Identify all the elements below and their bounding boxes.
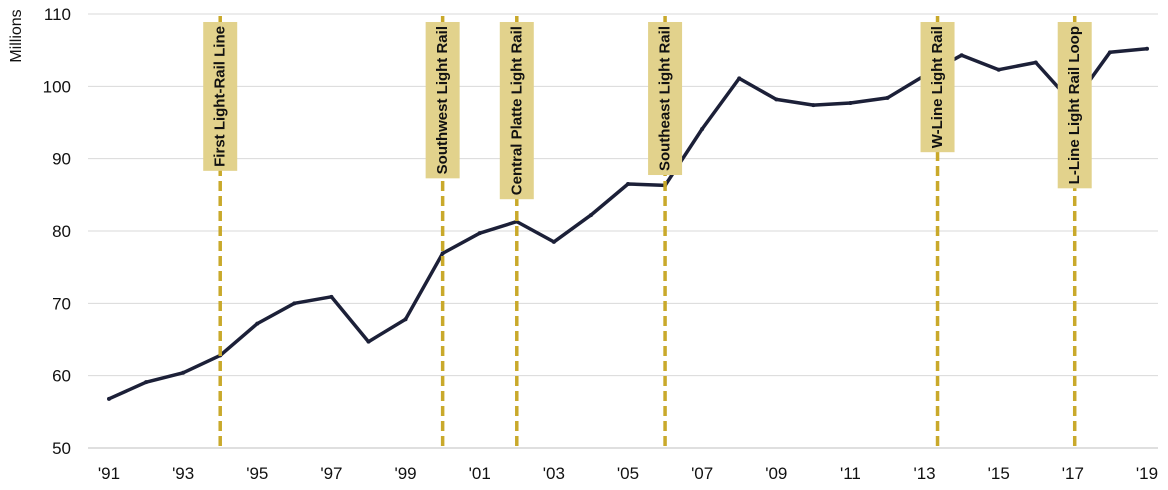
y-tick-label: 80 bbox=[52, 222, 71, 241]
data-point bbox=[144, 380, 149, 385]
annotation-label-bg bbox=[648, 22, 683, 176]
data-point bbox=[848, 100, 853, 105]
x-tick-label: '07 bbox=[691, 464, 713, 483]
data-point bbox=[1107, 50, 1112, 55]
x-tick-label: '91 bbox=[98, 464, 120, 483]
data-point bbox=[107, 396, 111, 401]
y-axis-label: Millions bbox=[8, 9, 25, 62]
x-tick-label: '05 bbox=[617, 464, 639, 483]
annotation-label: Central Platte Light Rail bbox=[508, 26, 525, 195]
annotation-label: Southeast Light Rail bbox=[657, 26, 674, 171]
x-tick-label: '01 bbox=[469, 464, 491, 483]
data-point bbox=[181, 370, 186, 375]
data-point bbox=[737, 76, 742, 81]
x-tick-label: '09 bbox=[765, 464, 787, 483]
data-point bbox=[700, 127, 705, 132]
data-point bbox=[774, 97, 779, 102]
data-point bbox=[811, 103, 816, 108]
x-tick-label: '17 bbox=[1062, 464, 1084, 483]
annotations: First Light-Rail Line Southwest Light Rai… bbox=[203, 16, 1092, 448]
annotation-label-bg bbox=[203, 22, 238, 171]
x-tick-label: '93 bbox=[172, 464, 194, 483]
data-point bbox=[1033, 60, 1038, 65]
data-point bbox=[551, 239, 556, 244]
annotation-marker: L-Line Light Rail Loop bbox=[1057, 16, 1092, 448]
annotation-marker: Central Platte Light Rail bbox=[499, 16, 534, 448]
y-tick-label: 110 bbox=[44, 5, 71, 24]
data-point bbox=[1145, 46, 1149, 51]
x-tick-label: '15 bbox=[988, 464, 1010, 483]
data-point bbox=[626, 181, 630, 186]
series-layer bbox=[107, 46, 1149, 401]
annotation-marker: First Light-Rail Line bbox=[203, 16, 238, 448]
annotation-marker: W-Line Light Rail bbox=[920, 16, 955, 448]
x-tick-label: '97 bbox=[320, 464, 342, 483]
x-tick-label: '13 bbox=[913, 464, 935, 483]
data-point bbox=[996, 67, 1001, 72]
x-tick-label: '11 bbox=[840, 464, 861, 483]
annotation-marker: Southeast Light Rail bbox=[648, 16, 683, 448]
data-point bbox=[885, 95, 890, 100]
y-tick-label: 100 bbox=[43, 77, 71, 96]
data-point bbox=[366, 339, 371, 344]
y-tick-label: 90 bbox=[52, 150, 71, 169]
annotation-label-bg bbox=[920, 22, 955, 153]
gridlines bbox=[88, 13, 1158, 449]
data-point bbox=[959, 53, 964, 58]
data-point bbox=[440, 251, 445, 256]
data-point bbox=[292, 301, 297, 306]
annotation-label: Southwest Light Rail bbox=[434, 26, 451, 174]
annotation-label: First Light-Rail Line bbox=[212, 26, 229, 167]
annotation-label-bg bbox=[425, 22, 460, 179]
x-tick-label: '95 bbox=[246, 464, 268, 483]
x-axis: '91 '93 '95 '97 '99 '01 '03 '05 '07 '09 '11 '13 '15 '… bbox=[98, 464, 1158, 483]
data-point bbox=[329, 294, 334, 299]
data-point bbox=[403, 317, 408, 322]
x-tick-label: '19 bbox=[1136, 464, 1158, 483]
data-point bbox=[255, 321, 260, 326]
data-point bbox=[477, 231, 482, 236]
y-axis: 50 60 70 80 90 100 110 bbox=[43, 5, 71, 458]
ridership-series-line bbox=[107, 46, 1149, 401]
y-tick-label: 50 bbox=[52, 439, 71, 458]
annotation-label: W-Line Light Rail bbox=[929, 26, 946, 148]
annotation-label-bg bbox=[1057, 22, 1092, 189]
annotation-label: L-Line Light Rail Loop bbox=[1066, 26, 1083, 184]
data-point bbox=[588, 213, 593, 218]
y-tick-label: 60 bbox=[52, 367, 71, 386]
annotation-label-bg bbox=[499, 22, 534, 200]
annotation-marker: Southwest Light Rail bbox=[425, 16, 460, 448]
x-tick-label: '99 bbox=[394, 464, 416, 483]
y-tick-label: 70 bbox=[52, 294, 71, 313]
x-tick-label: '03 bbox=[543, 464, 565, 483]
